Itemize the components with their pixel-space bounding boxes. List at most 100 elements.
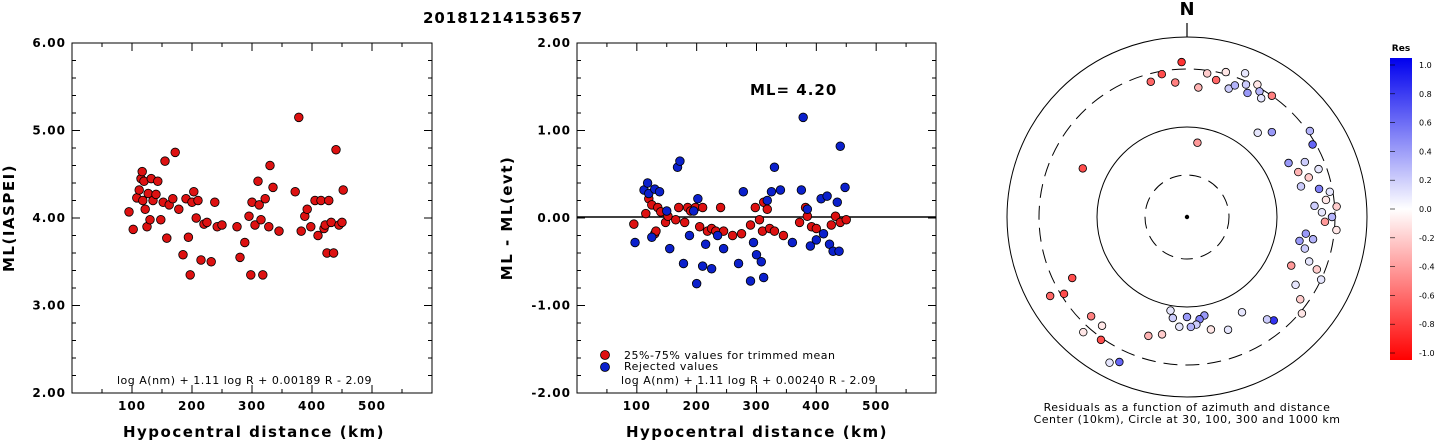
y-tick-label: 4.00 (32, 211, 66, 225)
data-point-rejected (796, 185, 807, 195)
data-point (274, 226, 284, 236)
data-point (715, 202, 726, 213)
station-point (1253, 80, 1262, 89)
station-point (1182, 312, 1192, 322)
colorbar-tick-label: -0.8 (1419, 320, 1435, 329)
x-tick-label: 200 (683, 399, 711, 413)
data-point (338, 185, 348, 195)
ring-30km (1144, 174, 1230, 260)
data-point (232, 222, 242, 232)
data-point (264, 222, 274, 232)
data-point-rejected (787, 237, 798, 248)
data-point (302, 204, 312, 214)
colorbar-tick-label: -0.2 (1419, 234, 1435, 243)
data-points (629, 112, 851, 289)
y-tick-label: 5.00 (32, 124, 66, 138)
data-point-rejected (748, 237, 759, 248)
data-point-rejected (840, 182, 850, 193)
colorbar: Res 1.0 0.8 0.6 0.4 0.2 0.0 -0.2 -0.4 -0.6 -0.8 -1… (1390, 44, 1435, 360)
y-tick-label: -1.00 (531, 299, 571, 313)
colorbar-tick-label: 0.4 (1419, 147, 1432, 156)
data-point (326, 217, 336, 228)
x-tick-label: 200 (178, 399, 206, 413)
station-point (1314, 184, 1324, 194)
station-point (1301, 229, 1311, 238)
colorbar-gradient (1390, 58, 1412, 360)
center-point (1184, 214, 1190, 220)
station-point (1105, 358, 1114, 367)
station-point (1115, 357, 1124, 367)
station-point (1332, 202, 1341, 211)
station-point (1297, 309, 1307, 318)
data-point-rejected (835, 141, 845, 151)
station-point (1186, 322, 1196, 332)
data-point (185, 270, 195, 280)
data-point (254, 200, 264, 210)
data-point (202, 217, 212, 228)
colorbar-tick-label: 0.0 (1419, 205, 1432, 214)
data-point (193, 195, 203, 206)
station-point (1300, 244, 1310, 253)
data-point (183, 232, 194, 242)
data-point (160, 156, 170, 166)
panel-ml-residual: 100 200 300 400 500 -2.00 -1.00 0.00 1.00 2.00 ML… (498, 36, 937, 441)
legend-marker-rejected (600, 362, 610, 372)
station-point (1321, 195, 1331, 205)
station-point (1202, 69, 1212, 78)
data-point (294, 112, 304, 123)
station-point (1168, 313, 1178, 323)
data-point-rejected (712, 230, 723, 241)
station-point (1243, 88, 1252, 98)
y-tick-label: -2.00 (531, 386, 571, 400)
ml-annotation: ML= 4.20 (750, 81, 837, 99)
data-point-rejected (762, 195, 772, 206)
station-point (1068, 273, 1077, 283)
data-point-rejected (758, 272, 769, 283)
data-point (754, 215, 765, 225)
colorbar-ticks: 1.0 0.8 0.6 0.4 0.2 0.0 -0.2 -0.4 -0.6 -0.8 -1.0 (1390, 61, 1435, 358)
data-point (296, 226, 306, 236)
data-point (196, 255, 206, 265)
data-point-rejected (745, 276, 756, 286)
data-point (137, 166, 147, 177)
station-point (1193, 138, 1202, 147)
station-point (1206, 325, 1216, 334)
station-point (1256, 94, 1266, 103)
data-point (191, 213, 201, 223)
station-point (1262, 315, 1272, 324)
station-point (1221, 67, 1231, 77)
data-point (328, 248, 339, 258)
station-point (1316, 275, 1326, 284)
data-point (210, 197, 220, 207)
data-point (671, 215, 681, 225)
station-point (1327, 212, 1337, 222)
data-point (145, 215, 155, 225)
north-label: N (1179, 0, 1194, 20)
station-point (1317, 208, 1327, 217)
station-point (1267, 91, 1277, 100)
station-point (1079, 327, 1088, 337)
data-point (134, 185, 144, 195)
data-point-rejected (832, 197, 842, 207)
data-point (153, 176, 163, 186)
data-point (250, 220, 260, 230)
data-point (762, 204, 772, 214)
station-point (1304, 173, 1313, 182)
legend-marker-accepted (600, 350, 610, 360)
station-point (1230, 81, 1240, 90)
data-point (778, 230, 789, 241)
panel-azimuth-residuals: N Residuals as a function of azimuth and… (1006, 0, 1368, 426)
station-point (1157, 330, 1167, 339)
colorbar-tick-label: 0.2 (1419, 176, 1432, 185)
data-point (246, 270, 256, 280)
y-tick-label: 0.00 (537, 211, 571, 225)
station-points (1045, 57, 1341, 367)
colorbar-tick-label: 0.8 (1419, 90, 1432, 99)
station-point (1296, 182, 1306, 191)
data-point-rejected (811, 235, 822, 245)
axes: 100 200 300 400 500 2.00 3.00 4.00 5.00 6.00 (32, 36, 433, 413)
colorbar-title: Res (1392, 44, 1410, 54)
legend-label-rejected: Rejected values (624, 360, 719, 373)
data-point-rejected (751, 250, 762, 260)
data-point (256, 215, 266, 225)
